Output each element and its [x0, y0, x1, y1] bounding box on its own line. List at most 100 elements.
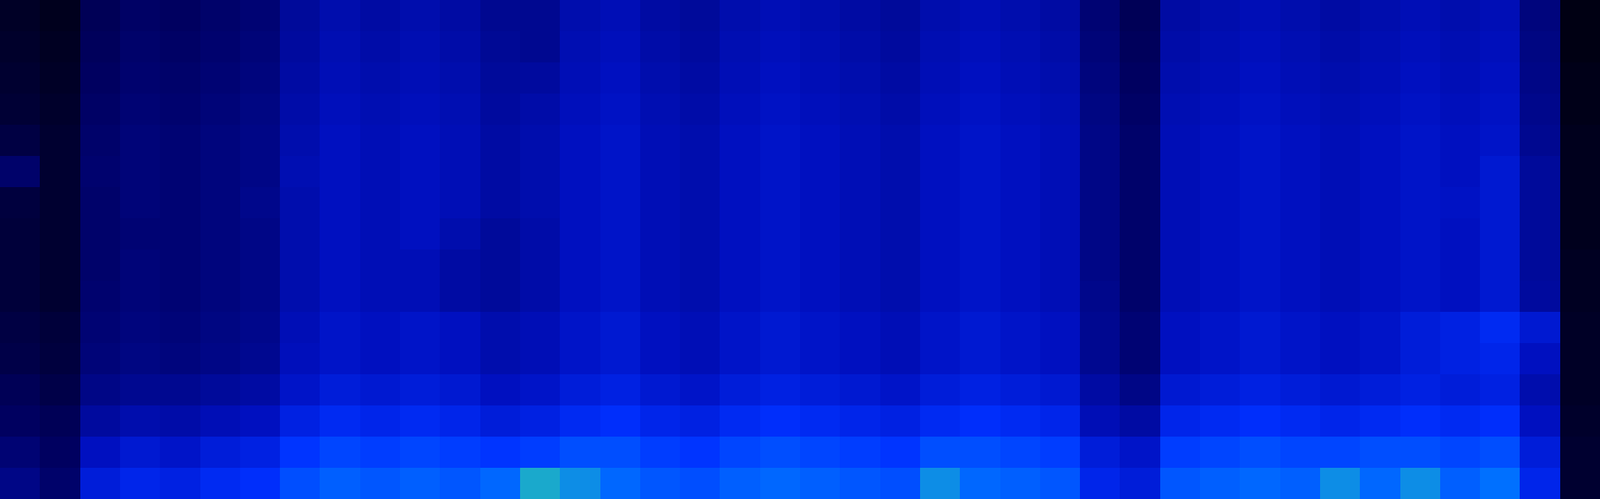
heatmap-cell	[1200, 218, 1241, 251]
heatmap-cell	[279, 467, 321, 499]
heatmap-cell	[719, 93, 761, 126]
heatmap-cell	[760, 0, 801, 32]
heatmap-cell	[80, 436, 121, 469]
heatmap-cell	[400, 280, 441, 313]
heatmap-cell	[1200, 374, 1241, 407]
heatmap-cell	[159, 249, 201, 282]
heatmap-cell	[1560, 343, 1600, 376]
heatmap-cell	[0, 311, 41, 344]
heatmap-cell	[1560, 0, 1600, 32]
heatmap-cell	[439, 62, 481, 95]
heatmap-cell	[679, 31, 721, 64]
heatmap-cell	[640, 374, 681, 407]
heatmap-cell	[959, 374, 1001, 407]
heatmap-cell	[319, 31, 361, 64]
heatmap-cell	[80, 374, 121, 407]
heatmap-cell	[800, 155, 841, 188]
heatmap-cell	[1119, 467, 1161, 499]
heatmap-cell	[1079, 218, 1121, 251]
heatmap-cell	[1079, 343, 1121, 376]
heatmap-cell	[839, 155, 881, 188]
heatmap-cell	[800, 93, 841, 126]
heatmap-cell	[1079, 311, 1121, 344]
heatmap-cell	[1479, 187, 1521, 220]
heatmap-cell	[1040, 311, 1081, 344]
heatmap-cell	[839, 311, 881, 344]
heatmap-cell	[1040, 218, 1081, 251]
heatmap-cell	[1359, 405, 1401, 438]
heatmap-cell	[1519, 467, 1561, 499]
heatmap-cell	[1320, 187, 1361, 220]
heatmap-cell	[1079, 93, 1121, 126]
heatmap-cell	[719, 249, 761, 282]
heatmap-cell	[1320, 280, 1361, 313]
heatmap-cell	[1519, 343, 1561, 376]
heatmap-cell	[1479, 405, 1521, 438]
heatmap-cell	[1200, 155, 1241, 188]
heatmap-cell	[1079, 155, 1121, 188]
heatmap-cell	[159, 31, 201, 64]
heatmap-cell	[1119, 405, 1161, 438]
heatmap-cell	[1040, 124, 1081, 157]
heatmap-cell	[520, 62, 561, 95]
heatmap-cell	[1119, 374, 1161, 407]
heatmap-cell	[1239, 280, 1281, 313]
heatmap-cell	[1160, 249, 1201, 282]
heatmap-cell	[800, 124, 841, 157]
heatmap-cell	[80, 280, 121, 313]
heatmap-cell	[1479, 0, 1521, 32]
heatmap-cell	[880, 218, 921, 251]
heatmap-cell	[880, 187, 921, 220]
heatmap-cell	[760, 436, 801, 469]
heatmap-cell	[559, 155, 601, 188]
heatmap-cell	[719, 343, 761, 376]
heatmap-cell	[480, 93, 521, 126]
heatmap-cell	[439, 436, 481, 469]
heatmap-cell	[640, 124, 681, 157]
heatmap-cell	[920, 374, 961, 407]
heatmap-cell	[760, 62, 801, 95]
heatmap-cell	[559, 311, 601, 344]
heatmap-cell	[1000, 155, 1041, 188]
heatmap-cell	[0, 280, 41, 313]
heatmap-cell	[480, 467, 521, 499]
heatmap-cell	[839, 218, 881, 251]
heatmap-cell	[959, 311, 1001, 344]
heatmap-cell	[719, 124, 761, 157]
heatmap-cell	[120, 405, 161, 438]
heatmap-cell	[1280, 31, 1321, 64]
heatmap-cell	[159, 124, 201, 157]
heatmap-cell	[760, 343, 801, 376]
heatmap-cell	[159, 343, 201, 376]
heatmap-cell	[1160, 467, 1201, 499]
heatmap-cell	[1400, 249, 1441, 282]
heatmap-cell	[1519, 436, 1561, 469]
heatmap-cell	[959, 343, 1001, 376]
heatmap-cell	[1400, 280, 1441, 313]
heatmap-cell	[1280, 124, 1321, 157]
heatmap-cell	[1320, 467, 1361, 499]
heatmap-cell	[800, 62, 841, 95]
heatmap-cell	[1200, 436, 1241, 469]
heatmap-cell	[1359, 62, 1401, 95]
heatmap-cell	[400, 436, 441, 469]
heatmap-cell	[159, 93, 201, 126]
heatmap-cell	[439, 124, 481, 157]
heatmap-cell	[1320, 155, 1361, 188]
heatmap-cell	[1000, 436, 1041, 469]
heatmap-cell	[679, 343, 721, 376]
heatmap-cell	[120, 31, 161, 64]
heatmap-cell	[600, 124, 641, 157]
heatmap-cell	[839, 249, 881, 282]
heatmap-cell	[240, 311, 281, 344]
heatmap-cell	[800, 280, 841, 313]
heatmap-cell	[1359, 155, 1401, 188]
heatmap-cell	[600, 62, 641, 95]
heatmap-cell	[1079, 467, 1121, 499]
heatmap-cell	[39, 311, 81, 344]
heatmap-cell	[559, 467, 601, 499]
heatmap-cell	[600, 31, 641, 64]
heatmap-cell	[360, 31, 401, 64]
heatmap-cell	[240, 31, 281, 64]
heatmap-cell	[520, 249, 561, 282]
